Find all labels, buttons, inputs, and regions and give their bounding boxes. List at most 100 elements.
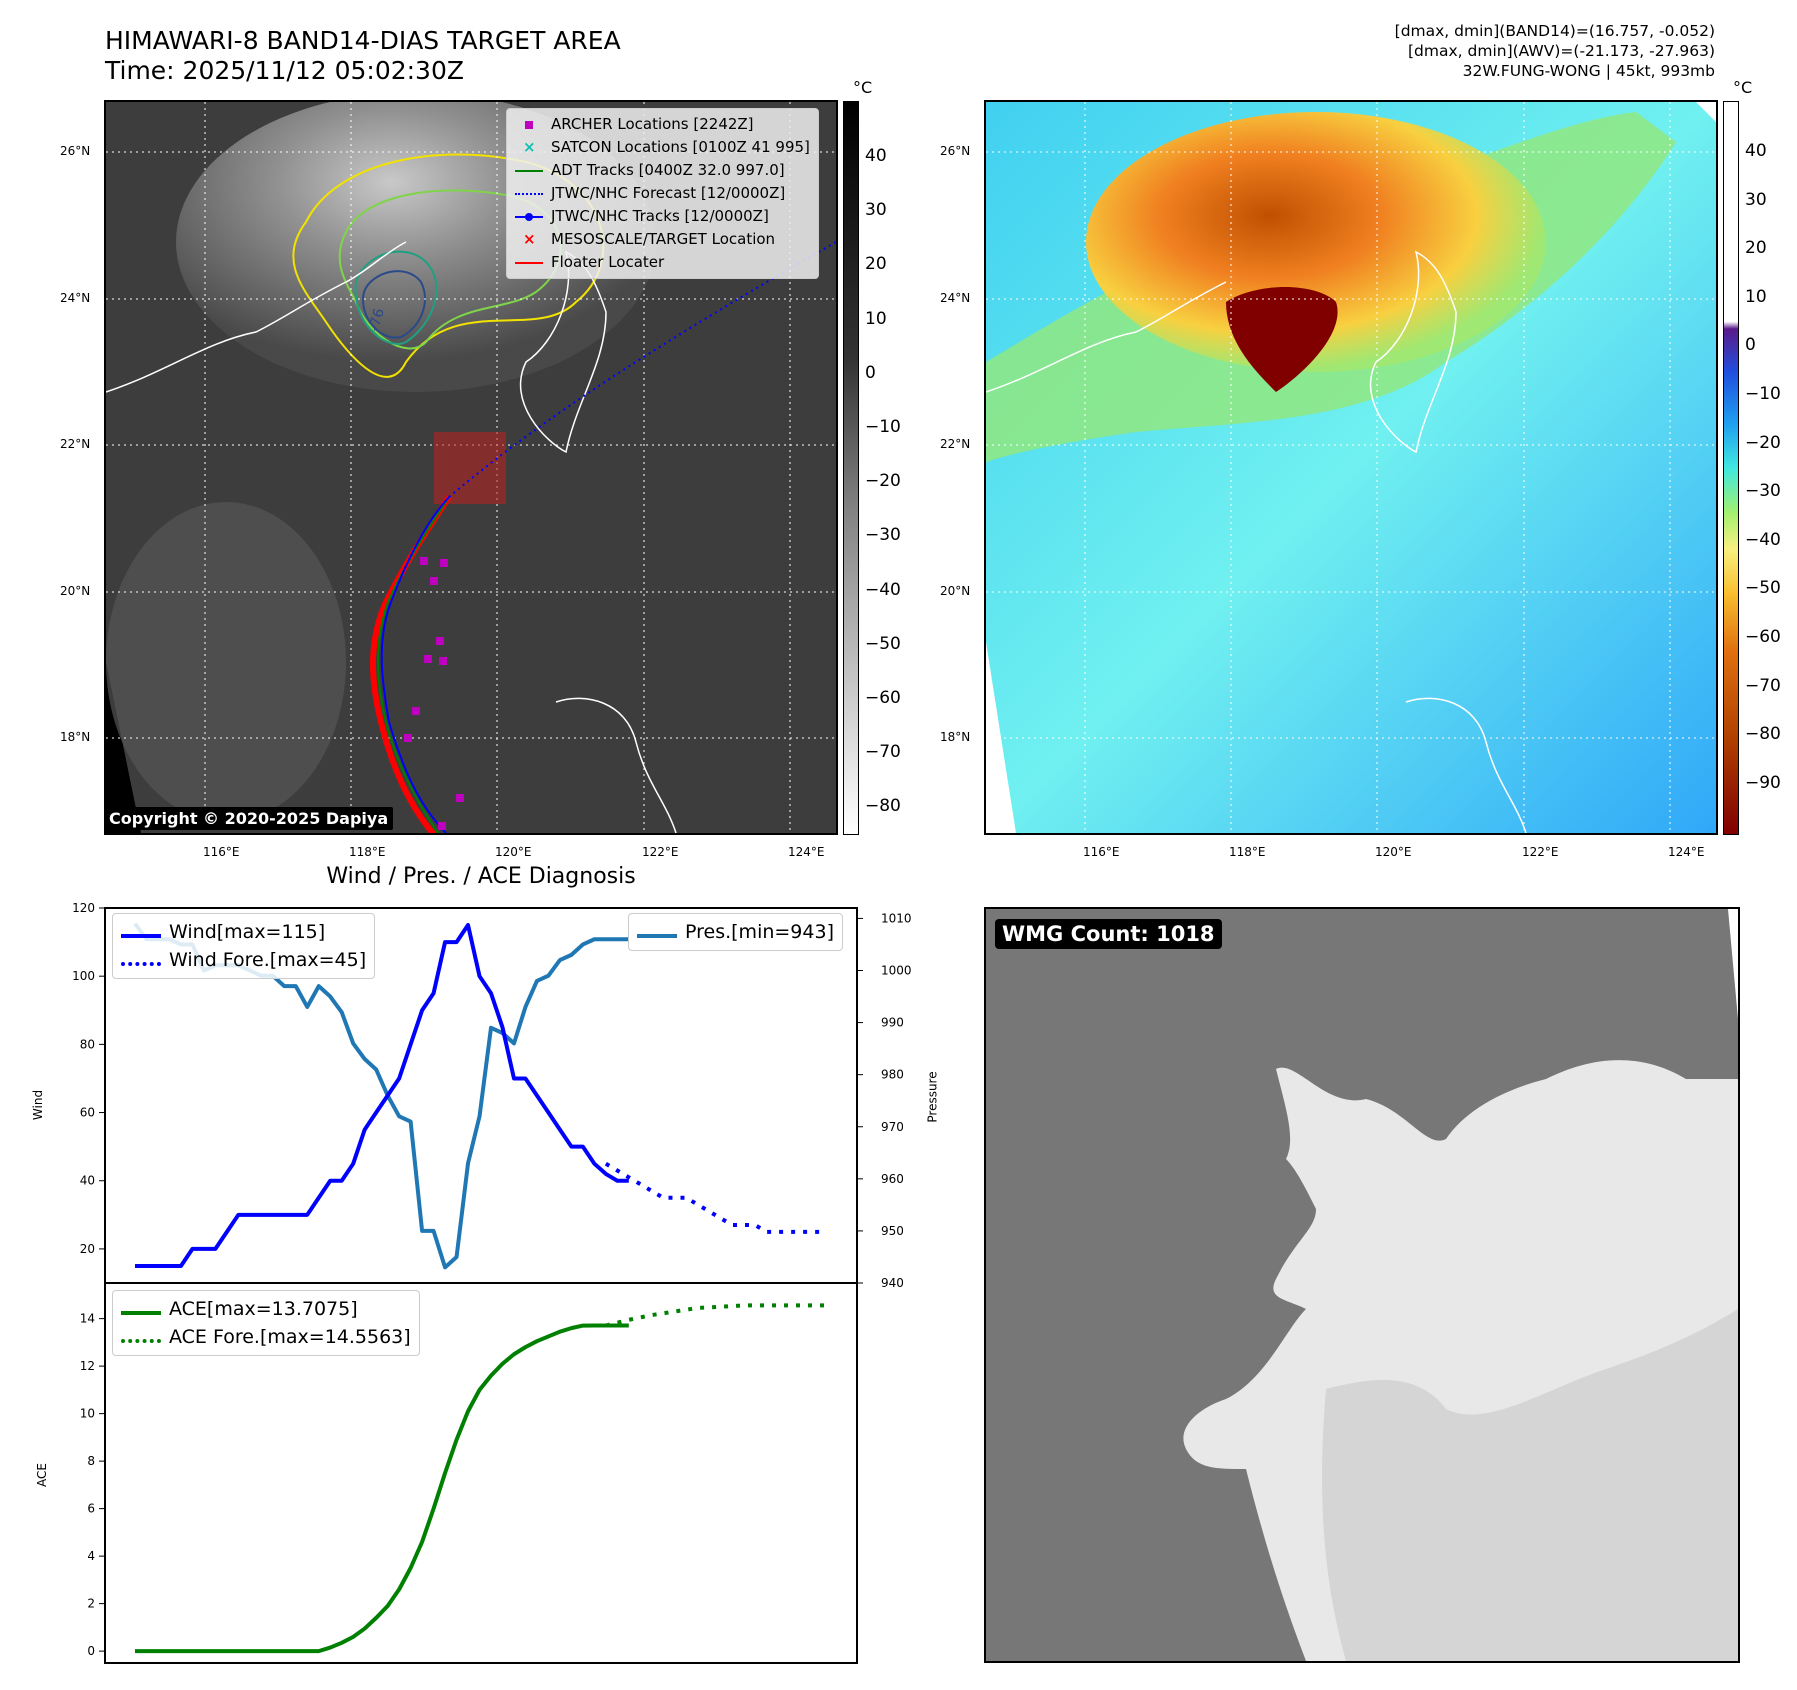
ace-legend: ACE[max=13.7075] ACE Fore.[max=14.5563] <box>112 1290 420 1356</box>
gray-colorbar-tick-label: 10 <box>865 308 887 329</box>
pressure-tick-label: 950 <box>881 1224 904 1238</box>
wind-tick-label: 100 <box>72 969 95 983</box>
solid-line-icon <box>515 253 543 273</box>
color-colorbar-tick-label: 30 <box>1745 189 1767 210</box>
lat-tick-label: 24°N <box>940 291 971 305</box>
archer-markers <box>404 557 464 830</box>
wind-forecast-line <box>604 1161 825 1234</box>
lat-tick-label: 18°N <box>60 730 91 744</box>
pressure-tick-label: 1010 <box>881 911 912 925</box>
gray-colorbar-tick-label: 30 <box>865 200 887 221</box>
ace-tick-label: 6 <box>87 1502 95 1516</box>
lat-tick-label: 22°N <box>60 437 91 451</box>
solid-line-icon <box>637 922 677 942</box>
pressure-tick-label: 990 <box>881 1016 904 1030</box>
diagnosis-title: Wind / Pres. / ACE Diagnosis <box>326 864 636 889</box>
ace-tick-label: 12 <box>80 1359 95 1373</box>
gray-colorbar-tick-label: −70 <box>865 742 901 763</box>
x-marker-icon: × <box>523 229 536 248</box>
ace-axis-label: ACE <box>34 1463 49 1487</box>
figure-time: Time: 2025/11/12 05:02:30Z <box>105 56 464 85</box>
dotted-line-icon <box>515 184 543 204</box>
legend-row: × MESOSCALE/TARGET Location <box>515 228 810 251</box>
color-colorbar <box>1723 101 1739 835</box>
legend-row: ADT Tracks [0400Z 32.0 997.0] <box>515 159 810 182</box>
color-colorbar-tick-label: 40 <box>1745 141 1767 161</box>
copyright-badge: Copyright © 2020-2025 Dapiya <box>104 807 394 830</box>
pressure-tick-label: 980 <box>881 1068 904 1082</box>
legend-row: ARCHER Locations [2242Z] <box>515 113 810 136</box>
legend-row: × SATCON Locations [0100Z 41 995] <box>515 136 810 159</box>
ir-nodata-edge <box>106 102 141 833</box>
lon-tick-label: 120°E <box>495 845 532 859</box>
lon-tick-label: 122°E <box>1522 845 1559 859</box>
wind-line <box>135 923 629 1268</box>
color-colorbar-tick-label: 10 <box>1745 286 1767 307</box>
wind-legend: Wind[max=115] Wind Fore.[max=45] <box>112 913 376 979</box>
dotted-line-icon <box>121 950 161 970</box>
coastline-luzon <box>555 697 677 833</box>
dry-core <box>1226 287 1338 392</box>
coastline-china <box>986 281 1227 393</box>
legend-row: ACE[max=13.7075] <box>121 1295 411 1323</box>
ace-tick-label: 8 <box>87 1454 95 1468</box>
legend-row: JTWC/NHC Forecast [12/0000Z] <box>515 182 810 205</box>
wind-tick-label: 40 <box>80 1174 95 1188</box>
gray-colorbar-tick-label: 20 <box>865 254 887 275</box>
pressure-axis-label: Pressure <box>925 1071 940 1123</box>
color-map-svg <box>986 102 1716 833</box>
gray-colorbar-tick-label: −80 <box>865 796 901 817</box>
lon-tick-label: 124°E <box>788 845 825 859</box>
lon-tick-label: 118°E <box>1229 845 1266 859</box>
color-colorbar-unit: °C <box>1733 78 1753 97</box>
storm-info-text: 32W.FUNG-WONG | 45kt, 993mb <box>1462 62 1715 80</box>
gray-colorbar-tick-label: −50 <box>865 633 901 654</box>
wind-axis-label: Wind <box>31 1089 46 1121</box>
gray-colorbar-tick-label: 40 <box>865 146 887 166</box>
dotted-line-icon <box>121 1327 161 1347</box>
dmax-awv-text: [dmax, dmin](AWV)=(-21.173, -27.963) <box>1408 42 1715 60</box>
dmax-band14-text: [dmax, dmin](BAND14)=(16.757, -0.052) <box>1394 22 1715 40</box>
gray-colorbar-tick-label: −30 <box>865 525 901 546</box>
lon-tick-label: 122°E <box>642 845 679 859</box>
solid-line-icon <box>121 1299 161 1319</box>
gray-colorbar-tick-label: −20 <box>865 471 901 492</box>
lat-tick-label: 26°N <box>940 144 971 158</box>
wmg-gray-region <box>1322 1309 1738 1661</box>
map-legend: ARCHER Locations [2242Z] × SATCON Locatio… <box>506 108 819 279</box>
contour-label: -76 <box>366 307 387 333</box>
wind-tick-label: 20 <box>80 1242 95 1256</box>
color-colorbar-tick-label: −60 <box>1745 627 1781 647</box>
floater-box <box>434 432 506 504</box>
lon-tick-label: 118°E <box>349 845 386 859</box>
warm-field <box>1086 112 1546 372</box>
wmg-svg <box>986 909 1738 1661</box>
pressure-tick-label: 960 <box>881 1172 904 1186</box>
lat-tick-label: 20°N <box>940 584 971 598</box>
color-colorbar-tick-label: −40 <box>1745 529 1781 550</box>
figure-title: HIMAWARI-8 BAND14-DIAS TARGET AREA <box>105 26 621 55</box>
forecast-track <box>448 241 836 498</box>
ir-map-panel: -76 ARCHER Locations [2242Z] <box>104 100 838 835</box>
ace-tick-label: 0 <box>87 1644 95 1658</box>
legend-row: JTWC/NHC Tracks [12/0000Z] <box>515 205 810 228</box>
wind-tick-label: 80 <box>80 1037 95 1051</box>
line-dot-icon <box>515 207 543 227</box>
pressure-legend: Pres.[min=943] <box>628 913 843 951</box>
legend-row: Wind Fore.[max=45] <box>121 946 366 974</box>
pressure-tick-label: 970 <box>881 1120 904 1134</box>
wind-tick-label: 120 <box>72 901 95 915</box>
lat-tick-label: 22°N <box>940 437 971 451</box>
jtwc-track <box>380 496 450 833</box>
contour-yellow <box>292 153 605 378</box>
color-colorbar-tick-label: −20 <box>1745 432 1781 453</box>
adt-track <box>377 496 450 833</box>
wmg-panel <box>984 907 1740 1663</box>
legend-row: Pres.[min=943] <box>637 918 834 946</box>
legend-row: Wind[max=115] <box>121 918 366 946</box>
ace-tick-label: 14 <box>80 1312 95 1326</box>
map-gridlines <box>986 102 1716 833</box>
gray-colorbar-tick-label: −60 <box>865 688 901 708</box>
pressure-tick-label: 1000 <box>881 964 912 978</box>
solid-line-icon <box>515 161 543 181</box>
